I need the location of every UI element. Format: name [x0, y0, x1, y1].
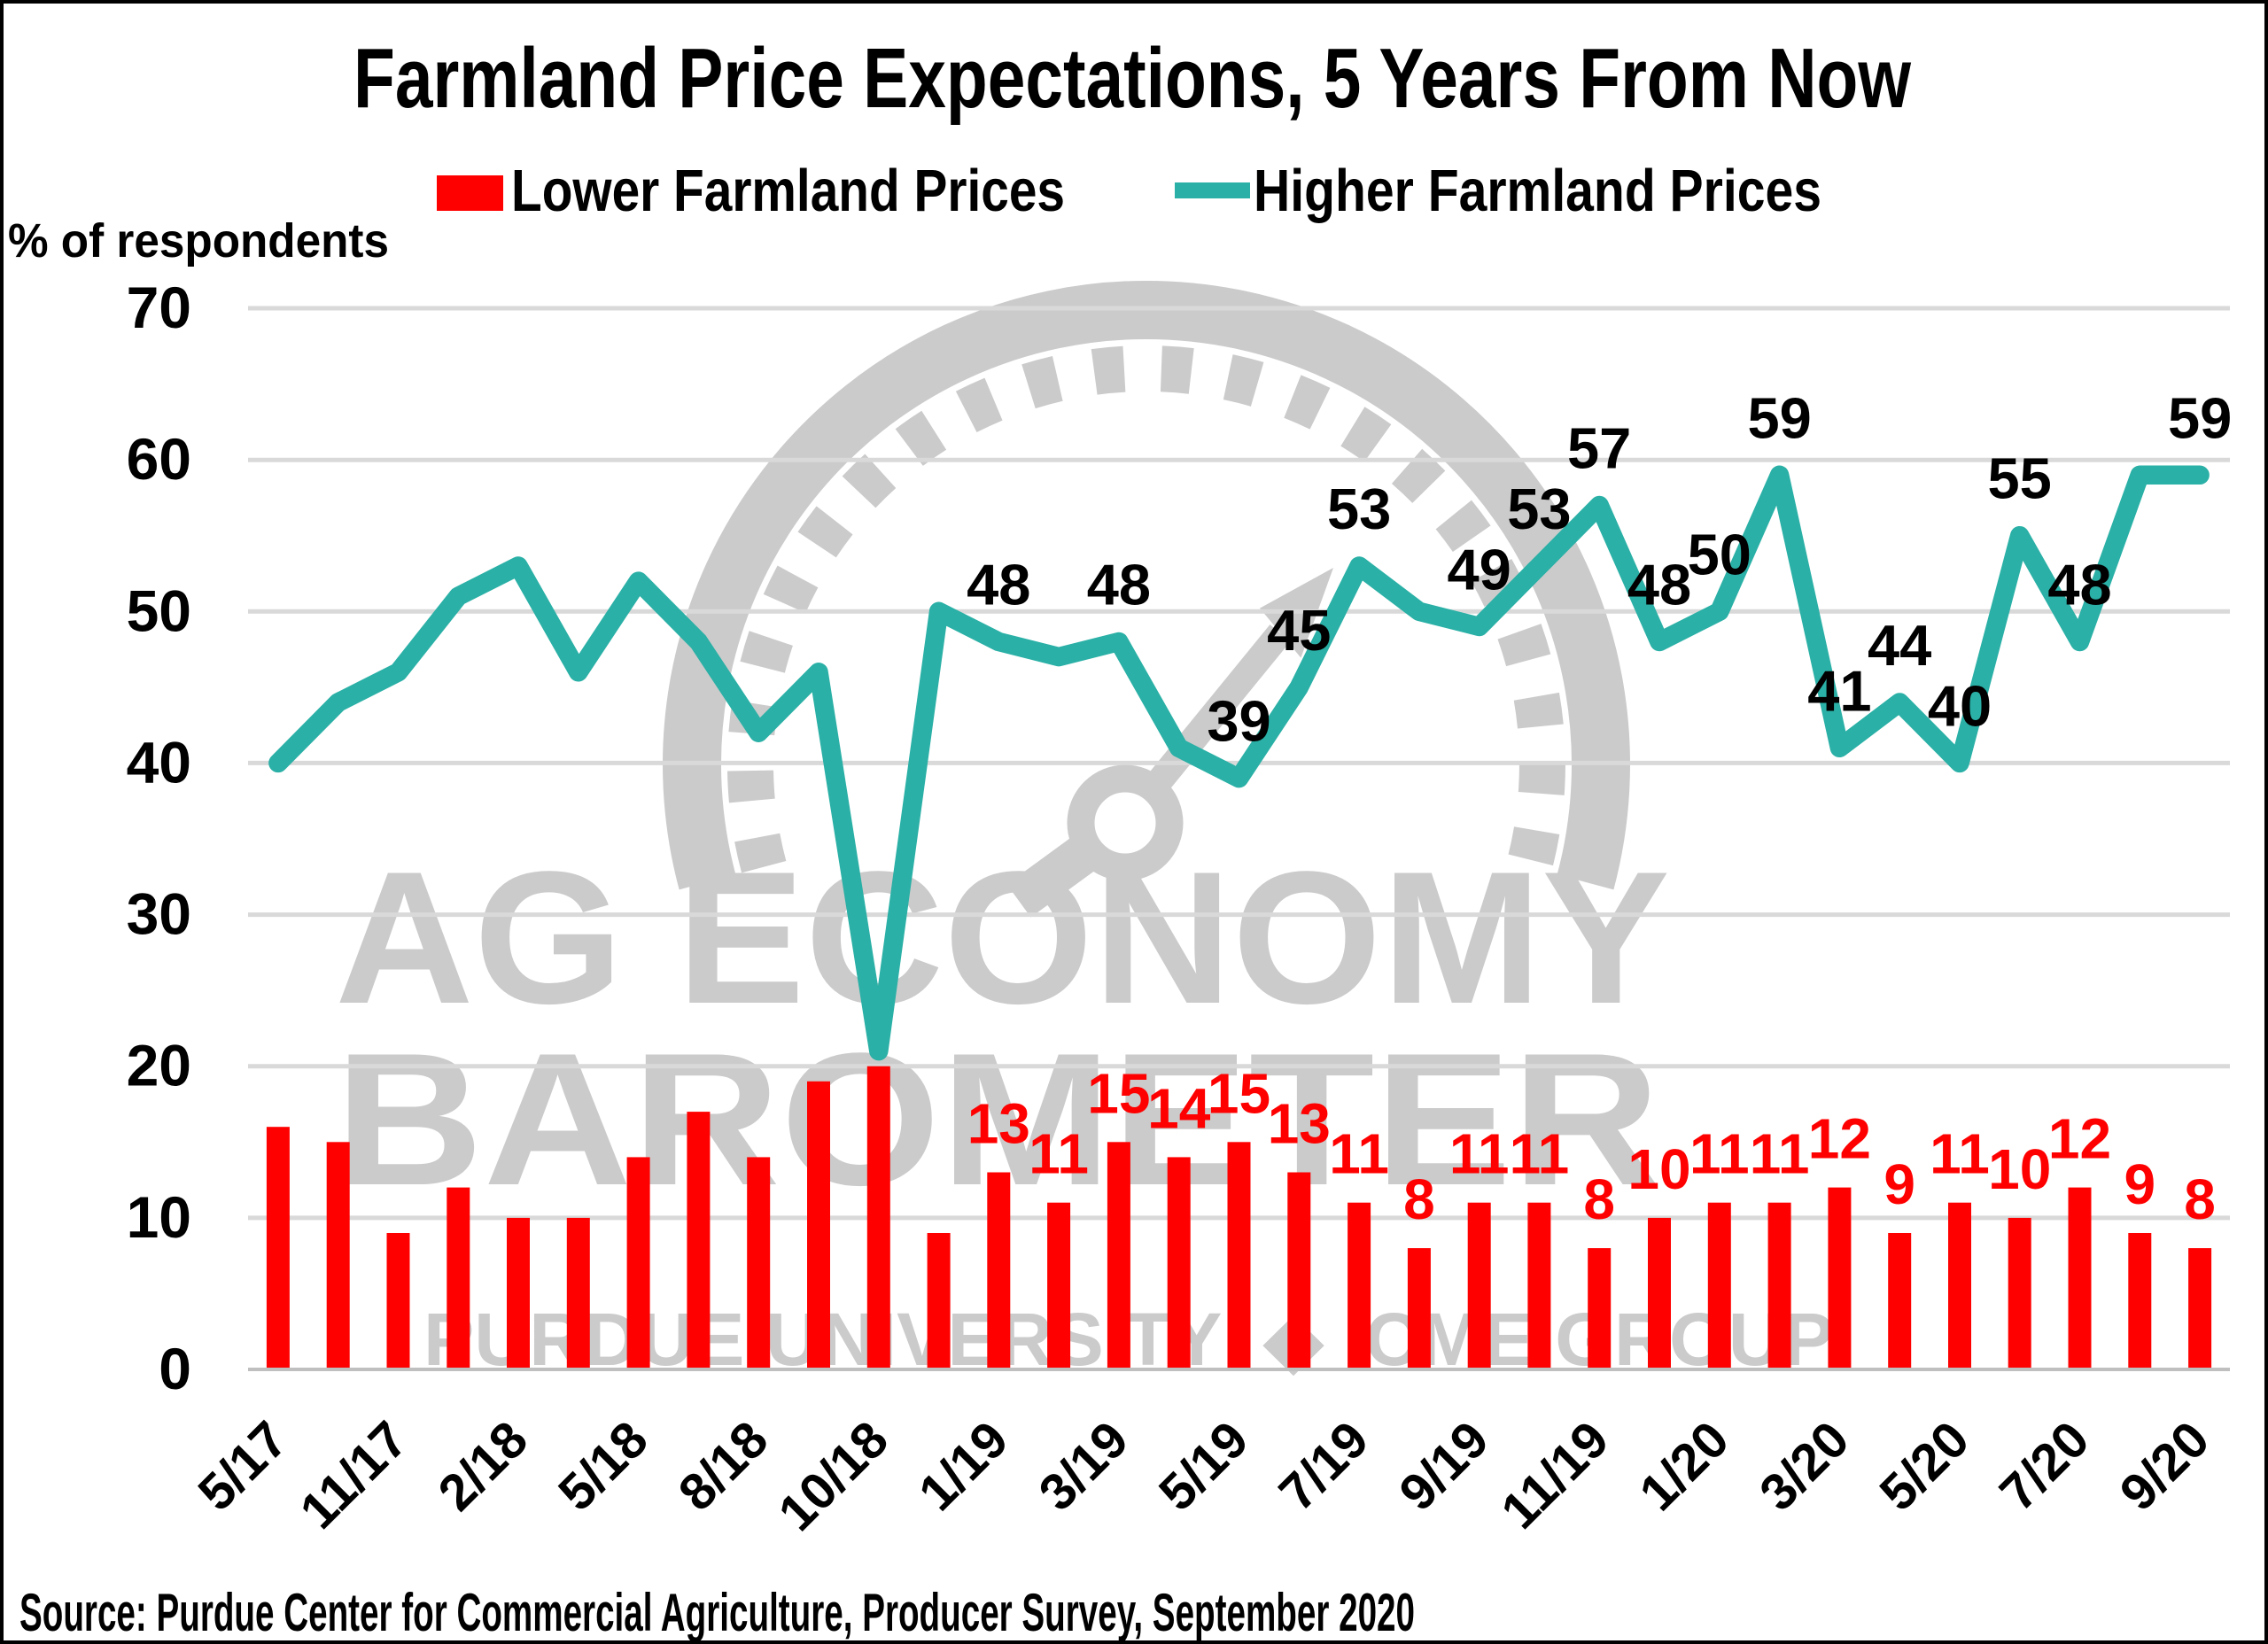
svg-text:11: 11: [1449, 1122, 1510, 1186]
svg-text:20: 20: [127, 1033, 191, 1098]
svg-text:39: 39: [1207, 689, 1270, 754]
svg-text:AG ECONOMY: AG ECONOMY: [335, 833, 1670, 1043]
svg-text:11: 11: [1510, 1122, 1570, 1186]
svg-text:15: 15: [1087, 1061, 1150, 1125]
svg-text:41: 41: [1807, 658, 1871, 723]
svg-text:9: 9: [1884, 1152, 1915, 1216]
svg-text:11: 11: [1029, 1122, 1089, 1186]
svg-text:15: 15: [1208, 1061, 1270, 1125]
svg-text:59: 59: [1747, 385, 1811, 450]
svg-text:60: 60: [127, 426, 191, 492]
svg-text:14: 14: [1147, 1076, 1211, 1140]
svg-text:8: 8: [1583, 1167, 1615, 1231]
svg-text:40: 40: [127, 729, 191, 795]
svg-text:44: 44: [1868, 613, 1931, 678]
svg-text:12: 12: [2048, 1107, 2111, 1171]
svg-text:57: 57: [1567, 416, 1631, 481]
svg-text:70: 70: [127, 275, 191, 340]
svg-text:0: 0: [159, 1336, 191, 1401]
svg-text:10: 10: [1627, 1137, 1690, 1201]
svg-text:11: 11: [1930, 1122, 1990, 1186]
svg-text:48: 48: [1087, 553, 1151, 617]
svg-text:Source: Purdue Center for Comm: Source: Purdue Center for Commercial Agr…: [19, 1583, 1415, 1642]
svg-text:11: 11: [1750, 1122, 1810, 1186]
svg-text:Farmland Price Expectations, 5: Farmland Price Expectations, 5 Years Fro…: [353, 31, 1911, 126]
svg-text:9: 9: [2124, 1152, 2156, 1216]
svg-text:10: 10: [1988, 1137, 2051, 1201]
svg-text:50: 50: [1688, 522, 1751, 586]
svg-text:53: 53: [1507, 477, 1571, 541]
svg-text:8: 8: [2184, 1167, 2216, 1231]
svg-text:10: 10: [127, 1184, 191, 1250]
svg-text:55: 55: [1988, 446, 2052, 511]
svg-text:59: 59: [2168, 385, 2232, 450]
svg-text:30: 30: [127, 881, 191, 947]
svg-text:50: 50: [127, 578, 191, 643]
svg-text:% of respondents: % of respondents: [8, 214, 389, 268]
svg-text:Lower Farmland Prices: Lower Farmland Prices: [511, 158, 1065, 224]
svg-text:48: 48: [2047, 553, 2111, 617]
svg-text:45: 45: [1267, 598, 1331, 663]
svg-text:40: 40: [1928, 673, 1992, 738]
svg-text:Higher Farmland Prices: Higher Farmland Prices: [1254, 158, 1821, 224]
svg-text:49: 49: [1448, 537, 1511, 601]
svg-text:48: 48: [1627, 553, 1691, 617]
svg-text:11: 11: [1689, 1122, 1750, 1186]
svg-text:12: 12: [1808, 1107, 1871, 1171]
svg-text:13: 13: [1268, 1092, 1331, 1156]
svg-text:11: 11: [1329, 1122, 1389, 1186]
svg-text:13: 13: [967, 1092, 1030, 1156]
svg-text:53: 53: [1327, 477, 1391, 541]
svg-text:8: 8: [1403, 1167, 1435, 1231]
svg-text:48: 48: [967, 553, 1030, 617]
